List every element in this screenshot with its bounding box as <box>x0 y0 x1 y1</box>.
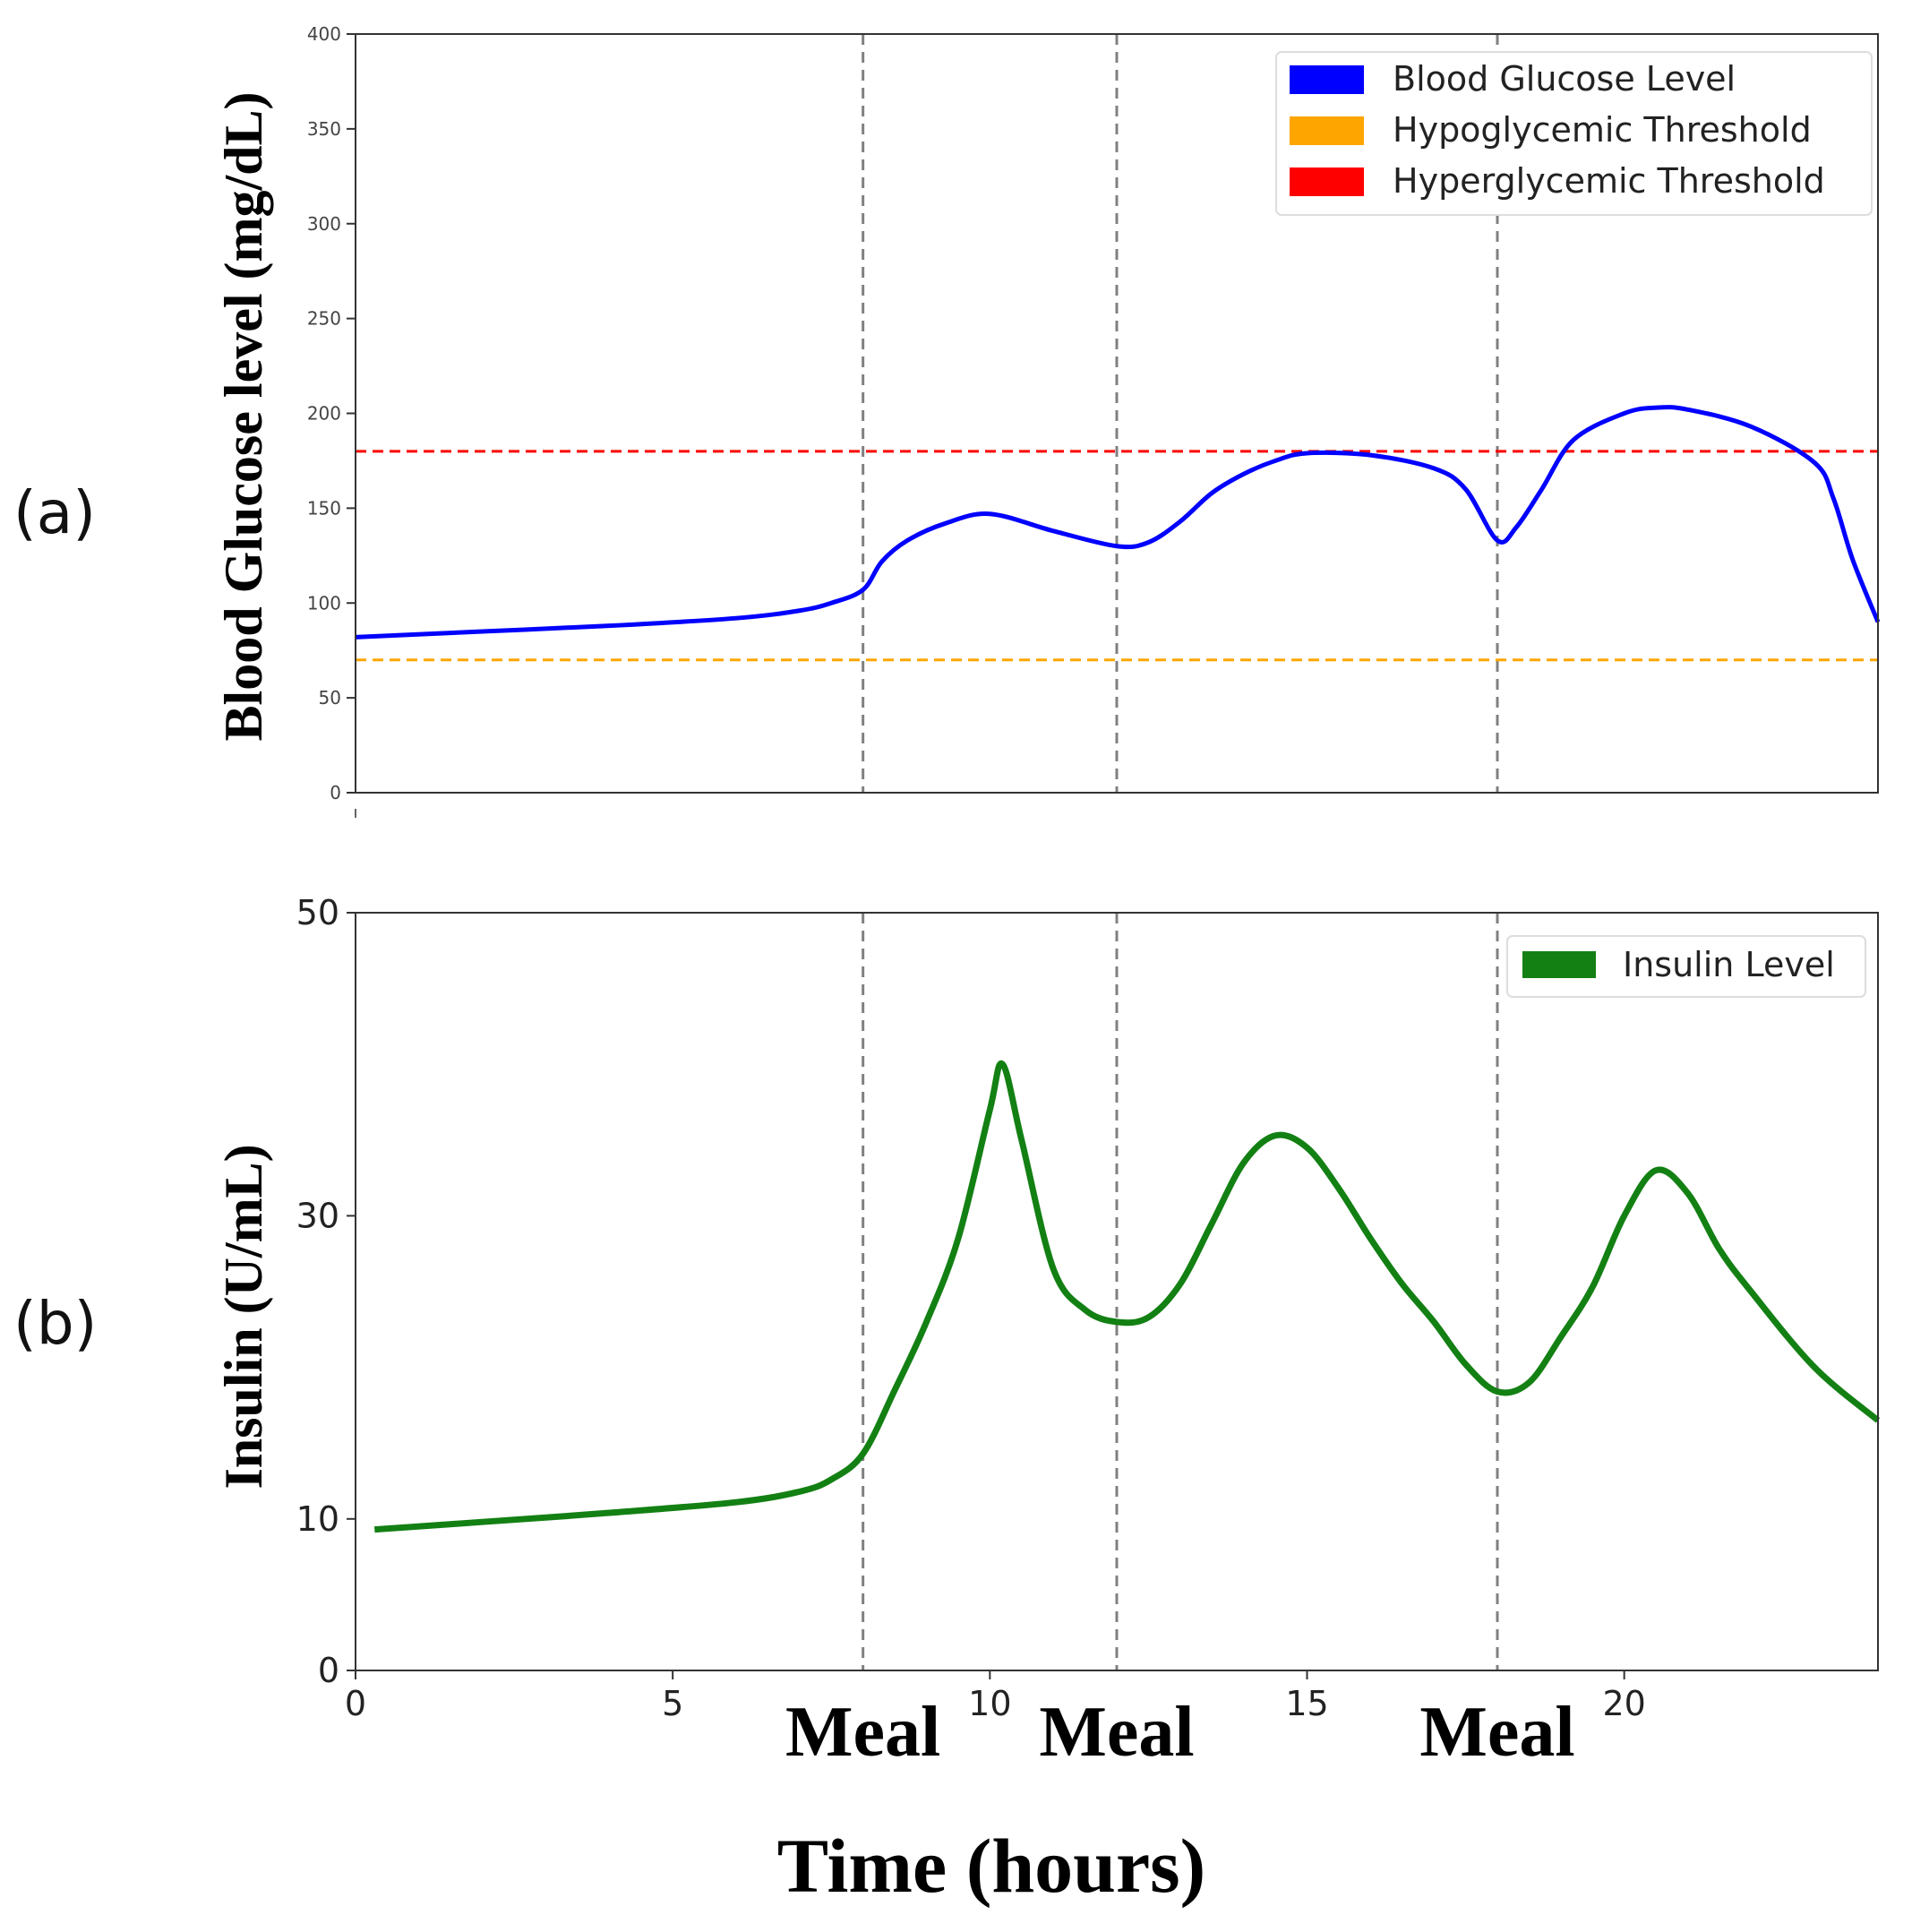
glucose-y-tick-label: 400 <box>307 23 341 45</box>
glucose-y-tick-label: 250 <box>307 308 341 330</box>
legend-label-hypo: Hypoglycemic Threshold <box>1393 110 1812 150</box>
x-tick-label: 10 <box>968 1684 1011 1723</box>
legend-swatch-hypo <box>1290 116 1364 145</box>
insulin-chart: 0 10 30 50 0 5 10 15 20 Insulin (U/mL) Insulin … <box>214 893 1881 1723</box>
meal-label: Meal <box>785 1693 940 1772</box>
x-axis-title: Time (hours) <box>777 1823 1206 1909</box>
insulin-y-tick-label: 0 <box>318 1651 339 1690</box>
insulin-y-tick-label: 10 <box>296 1499 339 1539</box>
panel-label-a: (a) <box>13 478 96 547</box>
glucose-y-tick-label: 300 <box>307 213 341 235</box>
glucose-line <box>355 405 1881 640</box>
insulin-y-tick-label: 50 <box>296 893 339 932</box>
legend-swatch-insulin <box>1522 951 1596 978</box>
insulin-legend: Insulin Level <box>1506 935 1866 998</box>
glucose-chart: 0 50 100 150 200 250 300 350 400 Blood Glucose l… <box>214 23 1881 818</box>
legend-swatch-glucose <box>1290 65 1364 94</box>
insulin-plot-frame <box>355 912 1879 1671</box>
legend-swatch-hyper <box>1290 167 1364 196</box>
glucose-y-tick-label: 350 <box>307 118 341 140</box>
legend-label-hyper: Hyperglycemic Threshold <box>1393 161 1825 201</box>
panel-label-b: (b) <box>13 1289 97 1358</box>
legend-label-insulin: Insulin Level <box>1623 945 1835 984</box>
x-tick-label: 15 <box>1285 1684 1328 1723</box>
insulin-legend-box <box>1506 935 1866 998</box>
glucose-y-tick-label: 0 <box>330 782 341 803</box>
meal-label: Meal <box>1419 1693 1574 1772</box>
x-tick-label: 5 <box>662 1684 683 1723</box>
legend-label-glucose: Blood Glucose Level <box>1393 59 1736 99</box>
insulin-y-tick-label: 30 <box>296 1196 339 1235</box>
glucose-y-axis-title: Blood Glucose level (mg/dL) <box>214 92 273 742</box>
insulin-line <box>374 1060 1881 1533</box>
x-tick-label: 0 <box>345 1684 366 1723</box>
insulin-y-axis-title: Insulin (U/mL) <box>214 1144 273 1489</box>
x-tick-label: 20 <box>1602 1684 1645 1723</box>
glucose-legend: Blood Glucose Level Hypoglycemic Thresho… <box>1275 51 1873 216</box>
meal-label: Meal <box>1039 1693 1194 1772</box>
glucose-y-tick-label: 100 <box>307 592 341 614</box>
glucose-legend-box <box>1275 51 1873 216</box>
glucose-y-tick-label: 200 <box>307 403 341 425</box>
glucose-y-tick-label: 150 <box>307 497 341 519</box>
glucose-y-tick-label: 50 <box>319 687 341 708</box>
